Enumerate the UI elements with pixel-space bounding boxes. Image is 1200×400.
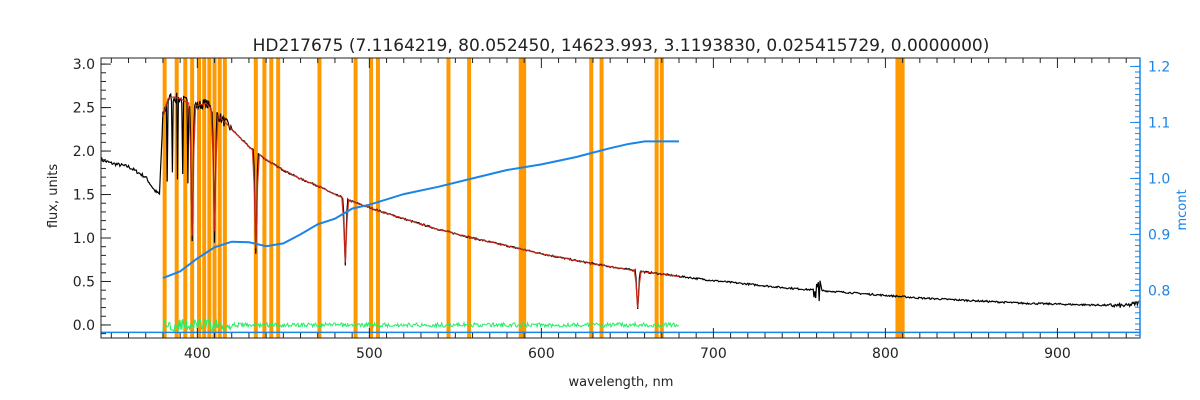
- y2-axis-label: mcont: [1175, 189, 1190, 230]
- mask-band: [900, 58, 905, 338]
- x-tick-label: 600: [528, 346, 555, 362]
- chart-title: HD217675 (7.1164219, 80.052450, 14623.99…: [253, 36, 990, 56]
- x-tick-label: 500: [356, 346, 383, 362]
- mask-band: [276, 58, 281, 338]
- mask-band: [654, 58, 659, 338]
- mask-band: [659, 58, 664, 338]
- mask-band: [262, 58, 267, 338]
- mask-band: [190, 58, 195, 338]
- residual-line: [162, 317, 680, 333]
- mask-band: [197, 58, 202, 338]
- y-tick-label: 1.0: [73, 231, 95, 247]
- mask-band: [375, 58, 380, 338]
- y2-tick-label: 1.1: [1148, 115, 1170, 131]
- x-tick-label: 400: [184, 346, 211, 362]
- mask-band: [369, 58, 374, 338]
- mask-band: [467, 58, 472, 338]
- y-tick-label: 3.0: [73, 57, 95, 73]
- y-axis-label: flux, units: [46, 164, 61, 229]
- mask-band: [353, 58, 358, 338]
- y2-tick-label: 0.8: [1148, 283, 1170, 299]
- y-tick-label: 0.5: [73, 274, 95, 290]
- x-tick-label: 900: [1044, 346, 1071, 362]
- mask-band: [183, 58, 188, 338]
- model-spectrum-line: [162, 96, 680, 308]
- series-group: [100, 92, 1141, 334]
- masked-regions: [162, 58, 905, 338]
- x-tick-label: 700: [700, 346, 727, 362]
- y2-tick-label: 0.9: [1148, 227, 1170, 243]
- mask-band: [217, 58, 222, 338]
- mask-band: [589, 58, 594, 338]
- mask-band: [253, 58, 258, 338]
- y-tick-label: 1.5: [73, 188, 95, 204]
- mask-band: [269, 58, 274, 338]
- mask-band: [222, 58, 227, 338]
- y-tick-label: 2.5: [73, 101, 95, 117]
- mask-band: [446, 58, 451, 338]
- x-tick-label: 800: [872, 346, 899, 362]
- mask-band: [162, 58, 167, 338]
- y2-tick-label: 1.0: [1148, 171, 1170, 187]
- y2-tick-label: 1.2: [1148, 59, 1170, 75]
- mask-band: [212, 58, 217, 338]
- mask-band: [599, 58, 604, 338]
- y-tick-label: 0.0: [73, 318, 95, 334]
- mask-band: [202, 58, 207, 338]
- tick-group: 400 500 600 700 800 900 0.0 0.5 1.0 1.5 2.0 2.5 3.0 0…: [73, 57, 1171, 362]
- mask-band: [522, 58, 527, 338]
- mask-band: [317, 58, 322, 338]
- continuum-line: [162, 140, 679, 280]
- x-axis-label: wavelength, nm: [569, 375, 674, 390]
- mask-band: [174, 58, 179, 338]
- mask-band: [207, 58, 212, 338]
- y-tick-label: 2.0: [73, 144, 95, 160]
